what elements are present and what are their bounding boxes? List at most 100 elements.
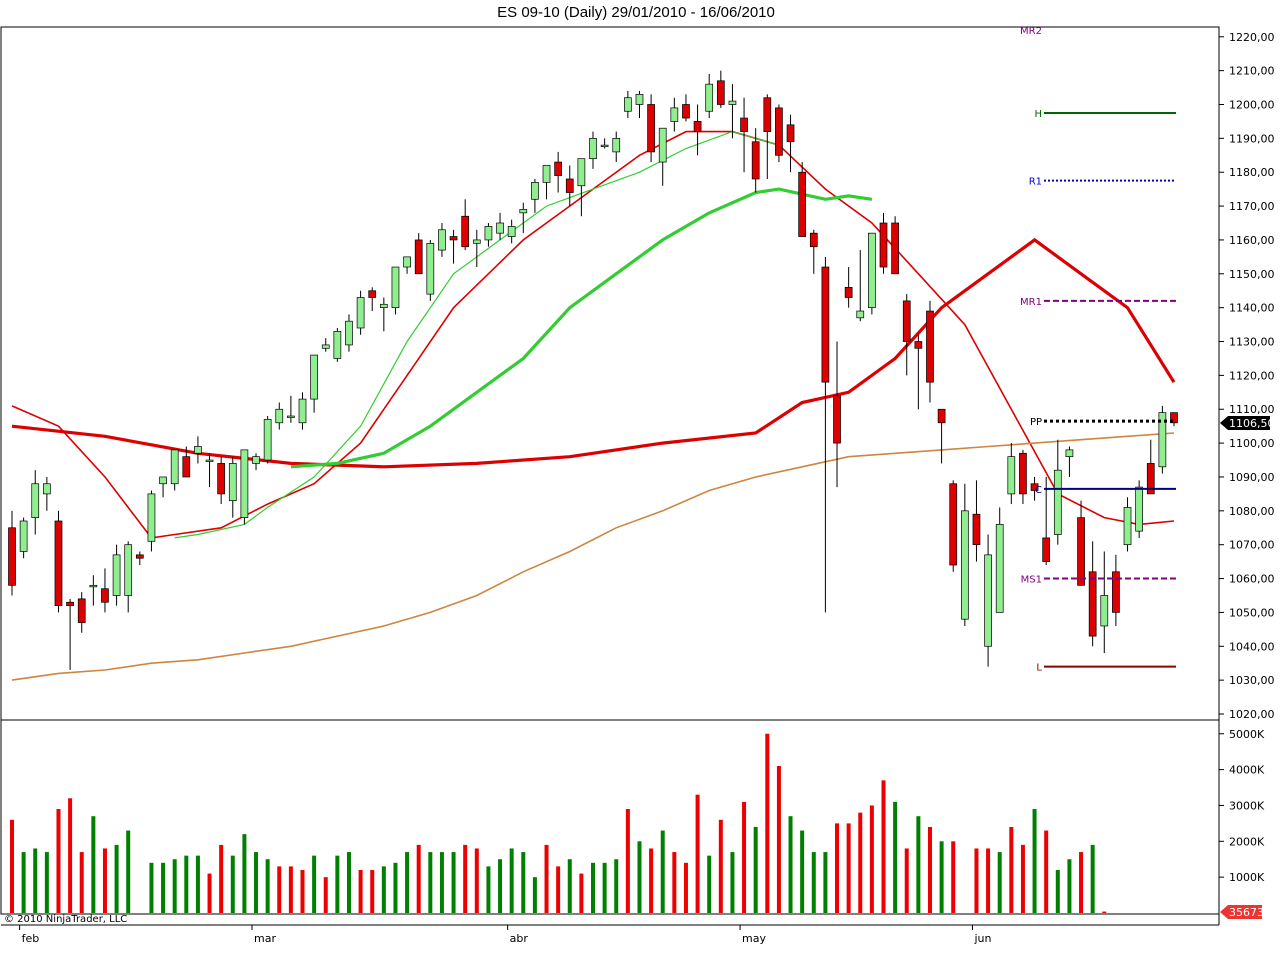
price-tick-label: 1070,00 bbox=[1229, 539, 1275, 552]
volume-bar bbox=[811, 852, 816, 913]
volume-bar bbox=[335, 855, 340, 913]
candle-body bbox=[751, 141, 760, 180]
candle-body bbox=[135, 554, 144, 559]
volume-tick-label: 4000K bbox=[1229, 764, 1265, 777]
candle-body bbox=[333, 331, 342, 359]
time-axis: feb mar abr may jun bbox=[19, 925, 991, 945]
candle-body bbox=[937, 408, 946, 424]
candle-body bbox=[263, 419, 272, 461]
candle-body bbox=[252, 456, 260, 464]
candle-body bbox=[775, 107, 783, 156]
volume-bar bbox=[602, 862, 607, 913]
indicator-lines bbox=[11, 130, 1176, 681]
volume-bar bbox=[219, 844, 224, 913]
volume-bar bbox=[126, 830, 131, 913]
volume-bar bbox=[660, 830, 665, 913]
volume-bar bbox=[776, 766, 781, 913]
candle-body bbox=[798, 171, 807, 237]
volume-bar bbox=[346, 852, 351, 913]
candle-body bbox=[1007, 456, 1016, 495]
moving-average-line bbox=[11, 432, 1175, 681]
volume-bar bbox=[102, 848, 107, 913]
last-volume-label: 35673 bbox=[1229, 906, 1264, 919]
candle-body bbox=[635, 93, 644, 105]
last-price-label: 1106,50 bbox=[1229, 417, 1275, 430]
candle-body bbox=[600, 144, 609, 147]
pivot-label: MR2 bbox=[1020, 26, 1042, 37]
candle-body bbox=[310, 354, 318, 400]
volume-bar bbox=[405, 852, 410, 913]
time-tick-label: mar bbox=[254, 932, 276, 945]
candle-body bbox=[658, 127, 667, 163]
candle-body bbox=[31, 483, 40, 518]
candle-body bbox=[1158, 412, 1167, 468]
volume-bar bbox=[358, 869, 363, 913]
candle-body bbox=[321, 344, 330, 349]
candle-body bbox=[519, 209, 528, 214]
volume-bar bbox=[56, 809, 61, 913]
volume-bar bbox=[230, 855, 235, 913]
volume-bar bbox=[277, 866, 282, 913]
moving-average-line bbox=[174, 130, 780, 539]
volume-bar bbox=[904, 848, 909, 913]
price-tick-label: 1040,00 bbox=[1229, 640, 1275, 653]
candle-body bbox=[902, 300, 911, 342]
price-tick-label: 1210,00 bbox=[1229, 65, 1275, 78]
volume-tick-label: 2000K bbox=[1229, 835, 1265, 848]
candle-body bbox=[1088, 571, 1097, 637]
volume-bar bbox=[625, 809, 630, 913]
candle-body bbox=[205, 459, 214, 462]
price-tick-label: 1180,00 bbox=[1229, 166, 1275, 179]
candle-body bbox=[1123, 507, 1132, 546]
candle-body bbox=[554, 161, 562, 176]
price-tick-label: 1050,00 bbox=[1229, 606, 1275, 619]
volume-bar bbox=[370, 869, 375, 913]
candle-body bbox=[426, 242, 435, 295]
volume-bar bbox=[207, 873, 212, 913]
volume-axis: 1000K 2000K 3000K 4000K 5000K bbox=[1219, 728, 1265, 884]
volume-bar bbox=[10, 819, 14, 913]
candle-body bbox=[589, 138, 597, 160]
candle-body bbox=[356, 297, 365, 329]
volume-bar bbox=[927, 826, 932, 913]
volume-bar bbox=[149, 862, 154, 913]
candle-body bbox=[1170, 412, 1178, 424]
candle-body bbox=[565, 178, 574, 193]
moving-average-line bbox=[290, 187, 873, 469]
volume-bar bbox=[1079, 852, 1084, 913]
volume-bar bbox=[532, 877, 537, 913]
price-tick-label: 1030,00 bbox=[1229, 674, 1275, 687]
price-tick-label: 1100,00 bbox=[1229, 437, 1275, 450]
volume-bar bbox=[881, 780, 886, 913]
candle-body bbox=[368, 290, 377, 298]
candle-body bbox=[960, 510, 969, 620]
price-tick-label: 1090,00 bbox=[1229, 471, 1275, 484]
volume-bar bbox=[753, 826, 758, 913]
volume-bar bbox=[521, 852, 526, 913]
volume-bar bbox=[556, 866, 561, 913]
candle-body bbox=[147, 493, 156, 542]
candle-body bbox=[496, 222, 504, 234]
candle-body bbox=[240, 449, 249, 518]
candle-body bbox=[1112, 571, 1120, 613]
candle-body bbox=[647, 104, 655, 153]
candle-body bbox=[89, 584, 98, 588]
volume-bar bbox=[591, 862, 595, 913]
price-tick-label: 1170,00 bbox=[1229, 200, 1275, 213]
volume-bar bbox=[195, 855, 200, 913]
volume-bar bbox=[951, 841, 956, 913]
candle-body bbox=[287, 415, 295, 418]
candle-body bbox=[1030, 483, 1039, 491]
volume-bar bbox=[184, 855, 189, 913]
candle-body bbox=[391, 266, 400, 309]
time-tick-label: jun bbox=[973, 932, 991, 945]
time-tick-label: abr bbox=[510, 932, 529, 945]
volume-bar bbox=[381, 866, 386, 913]
price-tick-label: 1130,00 bbox=[1229, 336, 1275, 349]
candle-body bbox=[217, 463, 226, 495]
volume-bar bbox=[21, 852, 26, 913]
price-tick-label: 1060,00 bbox=[1229, 573, 1275, 586]
candle-body bbox=[43, 483, 51, 495]
volume-bar bbox=[707, 855, 712, 913]
volume-bar bbox=[242, 834, 247, 913]
